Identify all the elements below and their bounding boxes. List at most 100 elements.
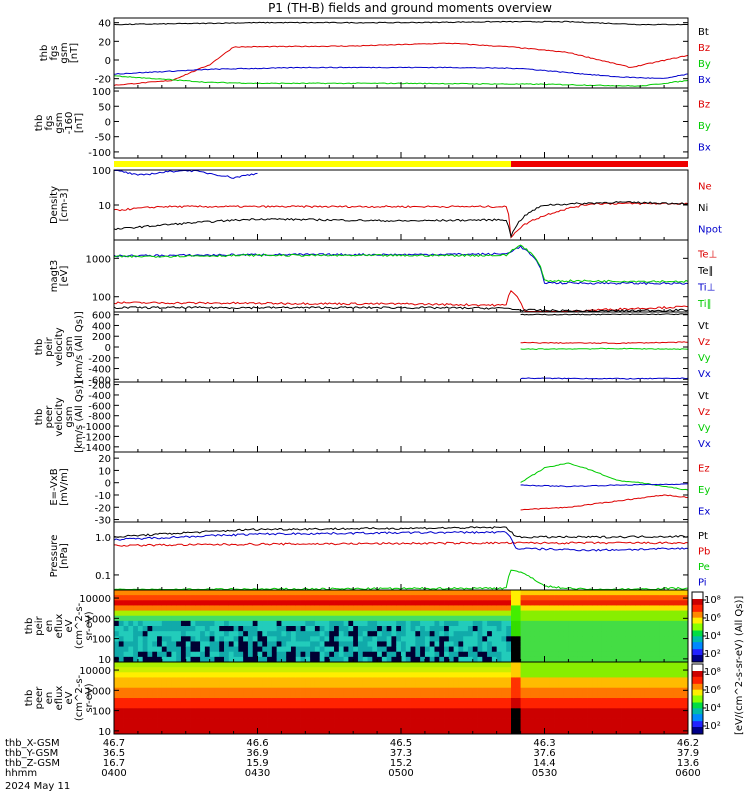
peer-spec-cell bbox=[554, 723, 560, 730]
peer-spec-cell bbox=[281, 703, 287, 709]
peir-spec-cell bbox=[204, 590, 211, 596]
peir-spec-cell bbox=[295, 641, 301, 647]
peer-spec-cell bbox=[377, 667, 383, 673]
peer-spec-cell bbox=[434, 698, 440, 704]
peer-spec-cell bbox=[592, 692, 598, 699]
peer-spec-cell bbox=[157, 667, 163, 673]
peer-spec-cell bbox=[554, 692, 560, 699]
peir-spec-cell bbox=[362, 651, 368, 658]
peir-spec-cell bbox=[448, 626, 455, 632]
peer-spec-cell bbox=[300, 682, 306, 689]
peer-spec-cell bbox=[367, 692, 373, 699]
peir-spec-cell bbox=[558, 641, 565, 647]
peir-spec-cell bbox=[391, 605, 397, 611]
peir-spec-cell bbox=[463, 656, 469, 663]
peir-spec-cell bbox=[472, 610, 478, 617]
peer-spec-cell bbox=[482, 728, 488, 735]
peir-spec-cell bbox=[405, 636, 411, 642]
peer-spec-cell bbox=[262, 703, 268, 709]
peir-spec-cell bbox=[262, 605, 268, 611]
peir-spec-cell bbox=[487, 646, 493, 653]
peer-spec-cell bbox=[147, 662, 153, 668]
peir-spec-cell bbox=[424, 626, 431, 632]
peer-spec-cell bbox=[444, 713, 450, 719]
peir-spec-cell bbox=[640, 615, 646, 622]
peir-spec-cell bbox=[171, 605, 177, 611]
peir-spec-cell bbox=[511, 636, 517, 642]
peir-spec-cell bbox=[377, 620, 383, 627]
peir-spec-cell bbox=[224, 656, 230, 663]
peer-spec-cell bbox=[396, 677, 402, 683]
peer-spec-cell bbox=[491, 687, 498, 694]
peer-spec-cell bbox=[592, 687, 598, 694]
peer-spec-cell bbox=[640, 723, 646, 730]
peer-spec-cell bbox=[601, 718, 608, 725]
peir-spec-cell bbox=[429, 651, 435, 658]
peer-spec-cell bbox=[664, 713, 670, 719]
peer-spec-cell bbox=[329, 723, 335, 730]
peir-spec-cell bbox=[635, 600, 641, 606]
peer-spec-cell bbox=[625, 692, 631, 699]
colorbar-cell bbox=[692, 724, 703, 727]
peir-spec-cell bbox=[592, 651, 598, 658]
peer-spec-cell bbox=[439, 677, 445, 683]
peer-spec-cell bbox=[664, 672, 670, 678]
peer-spec-cell bbox=[252, 687, 258, 694]
peer-spec-cell bbox=[515, 728, 521, 735]
peer-spec-cell bbox=[458, 698, 464, 704]
peer-spec-cell bbox=[367, 718, 373, 725]
peir-spec-cell bbox=[176, 605, 182, 611]
peer-spec-cell bbox=[453, 718, 459, 725]
peir-spec-cell bbox=[573, 656, 579, 663]
peer-spec-cell bbox=[573, 723, 579, 730]
peir-spec-cell bbox=[329, 626, 335, 632]
peir-spec-cell bbox=[329, 615, 335, 622]
peir-spec-cell bbox=[664, 651, 670, 658]
peer-spec-cell bbox=[472, 682, 478, 689]
peer-spec-cell bbox=[314, 682, 321, 689]
peir-spec-cell bbox=[448, 620, 455, 627]
peir-spec-cell bbox=[233, 646, 239, 653]
peer-spec-cell bbox=[640, 677, 646, 683]
peer-spec-cell bbox=[133, 662, 139, 668]
peer-spec-cell bbox=[611, 718, 617, 725]
peer-spec-cell bbox=[644, 667, 651, 673]
peir-spec-cell bbox=[396, 590, 402, 596]
peir-spec-cell bbox=[118, 631, 124, 637]
peir-spec-cell bbox=[310, 636, 316, 642]
peir-spec-cell bbox=[319, 636, 325, 642]
ylabel-peir_vel: velocity bbox=[54, 327, 65, 366]
peer-spec-cell bbox=[353, 708, 359, 714]
peir-spec-cell bbox=[214, 590, 220, 596]
peir-spec-cell bbox=[496, 631, 502, 637]
peer-spec-cell bbox=[166, 682, 172, 689]
peer-spec-cell bbox=[381, 718, 388, 725]
peir-spec-cell bbox=[649, 636, 655, 642]
peir-spec-cell bbox=[539, 600, 545, 606]
peer-spec-cell bbox=[343, 682, 349, 689]
peer-spec-cell bbox=[444, 677, 450, 683]
peir-spec-cell bbox=[343, 641, 349, 647]
peir-spec-cell bbox=[491, 620, 498, 627]
peer-spec-cell bbox=[515, 672, 521, 678]
peir-spec-cell bbox=[482, 636, 488, 642]
peir-spec-cell bbox=[353, 605, 359, 611]
peer-spec-cell bbox=[329, 728, 335, 735]
peir-spec-cell bbox=[243, 651, 249, 658]
peir-spec-cell bbox=[424, 636, 431, 642]
peer-spec-cell bbox=[534, 672, 541, 678]
peer-spec-cell bbox=[343, 687, 349, 694]
peer-spec-cell bbox=[367, 662, 373, 668]
peer-spec-cell bbox=[123, 662, 129, 668]
peer-spec-cell bbox=[147, 692, 153, 699]
peer-spec-cell bbox=[204, 667, 211, 673]
peir-spec-cell bbox=[377, 646, 383, 653]
ylabel-temp: magt3 bbox=[49, 260, 60, 293]
peer-spec-cell bbox=[142, 667, 148, 673]
peer-spec-cell bbox=[611, 667, 617, 673]
peer-spec-cell bbox=[195, 692, 201, 699]
peer-spec-cell bbox=[673, 677, 679, 683]
peir-spec-cell bbox=[353, 646, 359, 653]
peer-spec-cell bbox=[664, 667, 670, 673]
peir-spec-cell bbox=[348, 646, 354, 653]
